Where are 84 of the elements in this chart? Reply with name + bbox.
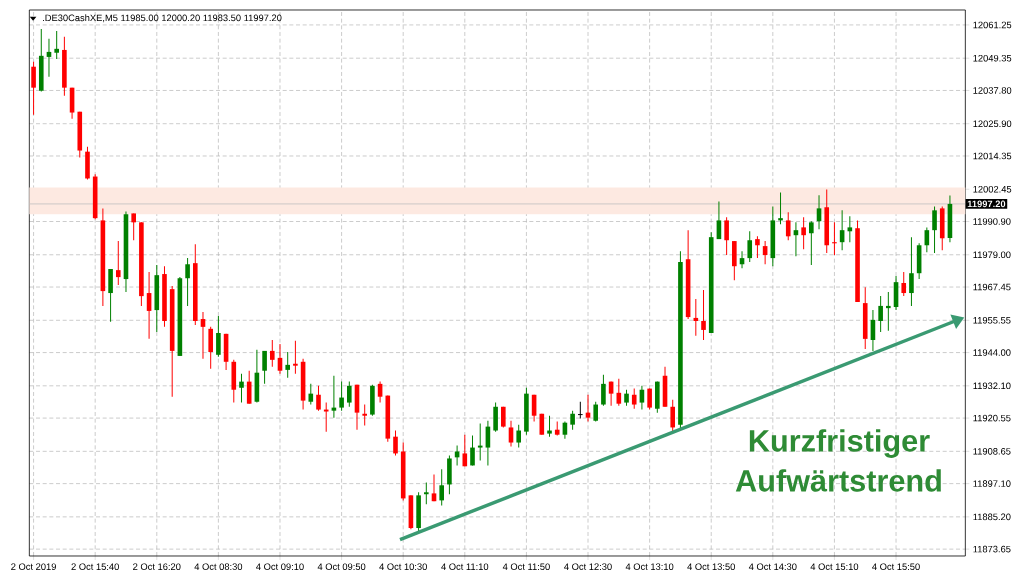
candlestick xyxy=(208,326,213,370)
y-tick-label: 12049.35 xyxy=(973,54,1012,62)
candlestick xyxy=(755,235,760,259)
x-tick-label: 4 Oct 12:30 xyxy=(564,563,612,570)
x-tick-label: 2 Oct 2019 xyxy=(11,563,56,570)
x-tick-label: 4 Oct 09:50 xyxy=(317,563,366,570)
y-tick-label: 11990.90 xyxy=(973,218,1011,225)
candlestick xyxy=(516,424,522,449)
x-tick-label: 4 Oct 10:30 xyxy=(379,563,427,570)
candlestick xyxy=(832,221,837,256)
candlestick xyxy=(601,374,606,407)
candlestick xyxy=(316,385,321,412)
x-tick-label: 4 Oct 13:50 xyxy=(687,563,735,570)
y-tick-label: 11885.20 xyxy=(973,513,1011,521)
candlestick xyxy=(801,216,806,250)
candlestick xyxy=(932,205,937,254)
y-tick-label: 11920.55 xyxy=(973,414,1011,422)
candlestick xyxy=(269,339,275,368)
candlestick xyxy=(878,295,883,333)
y-tick-label: 11955.55 xyxy=(973,317,1011,324)
candlestick xyxy=(570,410,575,431)
candlestick xyxy=(246,370,252,405)
x-tick-label: 4 Oct 11:50 xyxy=(502,563,550,570)
candlestick xyxy=(901,271,907,297)
candlestick xyxy=(909,236,914,307)
candlestick xyxy=(262,350,267,385)
x-tick-label: 4 Oct 13:10 xyxy=(625,563,674,570)
y-tick-label: 12025.90 xyxy=(973,120,1012,128)
candlestick xyxy=(577,401,584,420)
x-tick-label: 4 Oct 15:10 xyxy=(810,563,859,570)
y-tick-label: 12002.45 xyxy=(973,185,1012,193)
y-tick-label: 12061.25 xyxy=(973,21,1012,29)
candlestick xyxy=(493,402,498,433)
y-tick-label: 12037.80 xyxy=(973,87,1012,94)
x-tick-label: 4 Oct 14:30 xyxy=(748,563,797,570)
candlestick xyxy=(701,289,706,341)
candlestick xyxy=(115,240,121,286)
candlestick xyxy=(216,315,221,358)
candlestick xyxy=(631,388,637,410)
chart-title: .DE30CashXE,M5 11985.00 12000.20 11983.50 11997.20 xyxy=(43,14,282,23)
candlestick xyxy=(439,468,445,506)
candlestick xyxy=(809,220,814,266)
candlestick xyxy=(477,423,483,461)
candlestick xyxy=(362,404,368,426)
candlestick xyxy=(308,383,314,406)
y-tick-label: 11979.00 xyxy=(973,251,1011,259)
candlestick xyxy=(778,191,783,225)
candlestick xyxy=(462,434,468,467)
candlestick xyxy=(239,373,244,404)
candlestick xyxy=(547,415,552,438)
x-tick-label: 4 Oct 08:30 xyxy=(194,563,243,570)
candlestick xyxy=(131,212,136,241)
candlestick xyxy=(346,381,352,408)
y-tick-label: 11944.00 xyxy=(973,349,1011,356)
candlestick xyxy=(508,420,514,447)
ref-line-label: 11997.20 xyxy=(967,200,1006,208)
x-tick-label: 4 Oct 15:50 xyxy=(872,563,920,570)
x-tick-label: 2 Oct 15:40 xyxy=(71,563,119,570)
candlestick xyxy=(285,351,290,379)
y-tick-label: 11967.45 xyxy=(973,283,1011,291)
candlestick xyxy=(670,399,676,433)
candlestick xyxy=(886,291,891,332)
candlestick xyxy=(423,482,429,505)
candlestick xyxy=(393,430,398,456)
y-tick-label: 11873.65 xyxy=(973,545,1011,553)
candlestick xyxy=(31,61,36,116)
candlestick xyxy=(593,401,599,423)
x-tick-label: 2 Oct 16:20 xyxy=(133,563,181,570)
candlestick xyxy=(747,230,753,263)
x-tick-label: 4 Oct 11:10 xyxy=(441,563,489,570)
candlestick xyxy=(470,435,475,466)
y-tick-label: 11897.10 xyxy=(973,480,1011,487)
y-tick-label: 11908.65 xyxy=(973,448,1011,455)
y-tick-label: 12014.35 xyxy=(973,152,1012,160)
candlestick xyxy=(323,402,329,433)
candlestick xyxy=(785,211,791,241)
candlestick xyxy=(339,381,344,412)
y-tick-label: 11932.10 xyxy=(973,382,1011,390)
candlestick xyxy=(185,257,190,307)
candlestick xyxy=(724,216,729,256)
candlestick xyxy=(293,340,298,375)
x-tick-label: 4 Oct 09:10 xyxy=(256,563,304,570)
annotation: Kurzfristiger Aufwärtstrend xyxy=(735,429,941,492)
candlestick xyxy=(54,30,59,60)
